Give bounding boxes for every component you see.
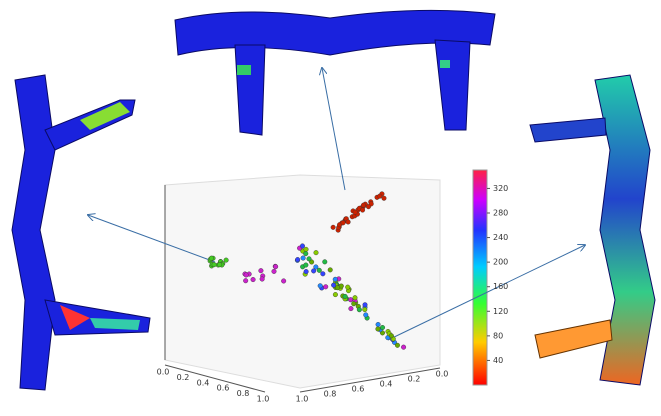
colorbar [473,170,487,385]
scatter-point [366,204,371,209]
scatter-point [377,194,382,199]
scatter-point [349,306,354,311]
colorbar-tick-label: 320 [493,184,508,193]
scatter-point [343,294,348,299]
scatter-point [303,251,308,256]
scatter-panel [165,175,440,392]
scatter-point [353,295,358,300]
scatter-point [307,257,312,262]
scatter-point [321,271,326,276]
colorbar-tick-label: 120 [493,307,508,316]
scatter-point [311,269,316,274]
colorbar-tick-label: 280 [493,209,508,218]
scatter-point [357,307,362,312]
scatter-point [353,210,358,215]
y-tick-label: 0.6 [352,385,365,394]
scatter-point [380,325,385,330]
scatter-point [395,343,400,348]
scatter-point [331,225,336,230]
y-tick-label: 0.2 [408,375,421,384]
scatter-point [376,327,381,332]
scatter-point [243,278,248,283]
scatter-point [260,277,265,282]
scatter-point [301,256,306,261]
arrow [322,68,345,190]
scatter-point [328,268,333,273]
scatter-point [323,284,328,289]
y-tick-label: 0.4 [380,380,393,389]
scatter-point [363,313,368,318]
scatter-point [314,250,319,255]
scatter-point [251,277,256,282]
scatter-point [362,307,367,312]
scatter-point [361,203,366,208]
x-tick-label: 0.2 [177,373,190,382]
x-tick-label: 0.4 [197,378,210,387]
scatter-point [217,262,222,267]
scatter-point [212,262,217,267]
scatter-point [295,257,300,262]
scatter-point [360,208,365,213]
scatter-point [389,333,394,338]
right-rendering [530,75,655,385]
scatter-point [335,285,340,290]
left-rendering [12,75,150,390]
scatter-point [318,283,323,288]
scatter-point [224,258,229,263]
x-tick-label: 0.0 [157,368,170,377]
scatter-point [346,220,351,225]
colorbar-tick-label: 200 [493,258,508,267]
scatter-point [272,269,277,274]
scatter-point [322,260,327,265]
colorbar-tick-label: 40 [493,356,503,365]
x-tick-label: 1.0 [257,395,270,404]
x-tick-label: 0.6 [217,384,230,393]
scatter-point [273,264,278,269]
scatter-point [304,269,309,274]
x-tick-label: 0.8 [237,389,250,398]
scatter-point [304,263,309,268]
scatter-point [304,247,309,252]
scatter-point [300,244,305,249]
top-rendering [175,10,495,135]
scatter-point [363,302,368,307]
scatter-point [333,292,338,297]
scatter-point [281,279,286,284]
colorbar-tick-label: 160 [493,282,508,291]
scatter-point [348,297,353,302]
scatter-point [376,322,381,327]
scatter-point [259,268,264,273]
colorbar-tick-label: 240 [493,233,508,242]
scatter-point [401,345,406,350]
scatter-point [341,221,346,226]
y-tick-label: 0.8 [324,390,337,399]
scatter-point [244,273,249,278]
figure: 0.0 0.2 0.4 0.6 0.8 1.0 1.0 0.8 0.6 0.4 0.2 0.0 320 2… [0,0,661,416]
scatter-point [317,268,322,273]
y-tick-label: 1.0 [296,395,309,404]
scatter-point [209,256,214,261]
scatter-point [351,301,356,306]
scatter-point [345,285,350,290]
y-tick-label: 0.0 [436,370,449,379]
scatter-point [331,283,336,288]
colorbar-tick-label: 80 [493,331,503,340]
scatter-point [382,196,387,201]
scatter-point [333,277,338,282]
